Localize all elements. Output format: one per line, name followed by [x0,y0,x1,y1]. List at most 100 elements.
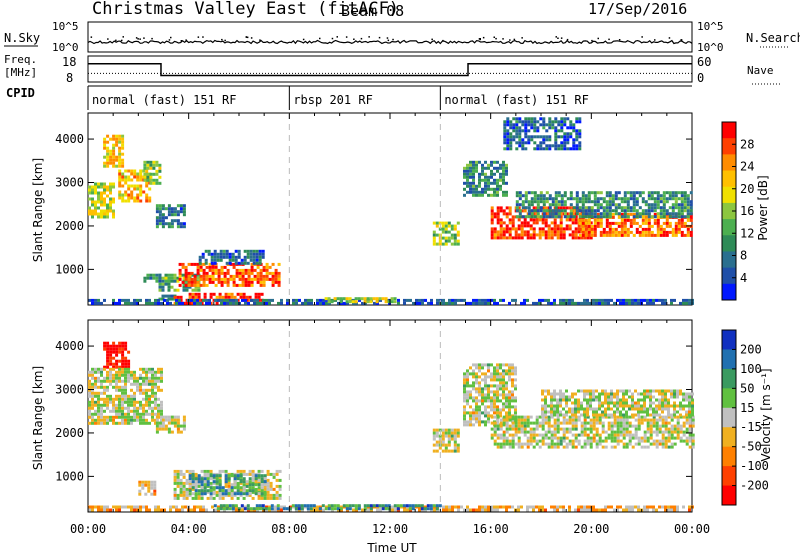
data-cell [248,469,252,473]
data-cell [196,262,200,266]
data-cell [583,236,587,240]
data-cell [623,200,627,204]
data-cell [571,439,575,443]
data-cell [269,496,273,500]
data-cell [632,191,636,195]
data-cell [469,508,472,512]
data-cell [655,427,659,431]
data-cell [118,350,122,354]
data-cell [88,409,91,413]
data-cell [91,203,94,207]
data-cell [673,298,676,302]
data-cell [544,508,547,512]
data-cell [147,486,151,490]
data-cell [136,298,139,302]
data-cell [658,407,661,411]
data-cell [100,505,103,509]
data-cell [429,504,433,508]
data-cell [145,397,148,401]
data-cell [493,430,497,434]
data-cell [565,389,568,393]
data-cell [557,147,561,151]
data-cell [518,117,522,121]
data-cell [490,172,493,176]
data-cell [499,375,502,379]
data-cell [568,508,571,512]
data-cell [565,398,568,402]
data-cell [502,421,506,425]
data-cell [152,166,156,170]
data-cell [677,227,681,231]
data-cell [683,206,687,210]
data-cell [176,469,180,473]
data-cell [200,483,204,487]
data-cell [109,203,112,207]
data-cell [252,258,256,262]
data-cell [607,413,610,417]
data-cell [613,401,616,405]
data-cell [652,301,655,305]
data-cell [646,392,649,396]
data-cell [441,224,445,228]
data-cell [610,401,613,405]
data-cell [447,221,451,225]
data-cell [685,404,688,408]
data-cell [556,436,560,440]
data-cell [176,475,180,479]
data-cell [493,193,496,197]
data-cell [148,412,151,416]
data-cell [509,126,513,130]
data-cell [575,203,579,207]
data-cell [629,221,633,225]
data-cell [88,379,91,383]
data-cell [628,442,632,446]
data-cell [631,413,634,417]
data-cell [94,182,97,186]
data-cell [158,166,162,170]
data-cell [263,477,267,481]
data-cell [121,367,124,371]
data-cell [659,215,663,219]
data-cell [506,120,510,124]
data-cell [554,200,558,204]
data-cell [324,507,328,511]
nsearch-point [107,38,109,40]
data-cell [481,387,484,391]
data-cell [490,169,493,173]
data-cell [572,197,576,201]
data-cell [523,221,527,225]
data-cell [406,508,409,512]
data-cell [472,181,475,185]
data-cell [100,215,103,219]
data-cell [553,407,556,411]
data-cell [502,445,506,449]
data-cell [124,385,127,389]
data-cell [115,376,118,380]
data-cell [562,505,565,509]
data-cell [493,378,496,382]
data-cell [435,224,439,228]
data-cell [481,366,484,370]
data-cell [658,413,661,417]
data-cell [151,373,154,377]
data-cell [149,160,153,164]
data-cell [565,218,569,222]
data-cell [614,212,618,216]
data-cell [484,190,487,194]
cpid-segment-label: normal (fast) 151 RF [444,93,589,107]
data-cell [499,411,502,415]
data-cell [179,472,183,476]
data-cell [145,199,149,203]
data-cell [508,415,512,419]
data-cell [626,200,630,204]
data-cell [625,413,628,417]
data-cell [115,344,119,348]
data-cell [496,372,499,376]
data-cell [511,436,515,440]
data-cell [514,421,518,425]
data-cell [656,221,660,225]
data-cell [444,224,448,228]
data-cell [680,212,684,216]
data-cell [523,301,526,305]
data-cell [115,137,119,141]
